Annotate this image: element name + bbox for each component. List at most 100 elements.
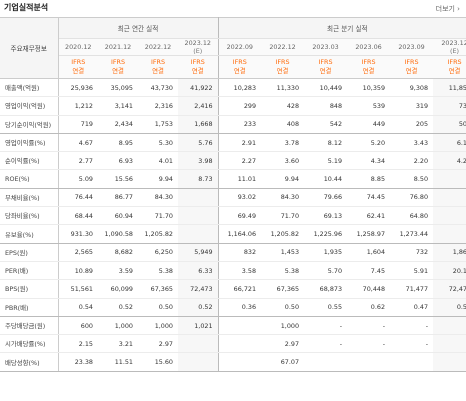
table-row: 시가배당률(%) 2.15 3.21 2.97 2.97- - - [0,334,466,354]
table-cell: 832 [218,243,262,262]
table-cell: 67.07 [261,352,305,372]
table-cell: 15.56 [98,169,138,189]
table-cell: 3.98 [178,151,219,171]
table-row: 부채비율(%) 76.44 86.77 84.30 93.02 84.30 79.66 74.… [0,188,466,208]
table-cell: 10.89 [58,261,98,281]
table-cell: 0.36 [218,298,262,317]
table-cell: 4.01 [138,151,178,171]
table-cell: 1,000 [261,316,305,336]
table-cell [433,352,466,372]
row-label: 당기순이익(억원) [0,115,59,134]
table-cell [433,224,466,244]
table-cell: 1,000 [138,316,178,336]
row-label: 순이익률(%) [0,151,59,171]
table-cell: 4.23 [433,151,466,171]
table-cell: 205 [390,115,434,134]
table-cell: 8.12 [304,133,348,153]
table-cell: 8.85 [347,169,391,189]
row-label: 영업이익(억원) [0,96,59,116]
row-label: PER(배) [0,261,59,281]
table-row: PER(배) 10.89 3.59 5.38 6.33 3.58 5.38 5.70 7.45 5… [0,261,466,281]
table-row: 주당배당금(원) 600 1,000 1,000 1,021 1,000- - - [0,316,466,336]
table-cell: 67,365 [261,279,305,299]
table-cell: 2,434 [98,115,138,134]
section-header: 기업실적분석 더보기 › [0,0,466,16]
table-cell: 319 [390,96,434,116]
period-header: 2022.12 [261,38,305,56]
table-cell: 539 [347,96,391,116]
table-cell: 1,753 [138,115,178,134]
table-cell: 10,359 [347,78,391,98]
label-column-header: 주요재무정보 [0,17,59,79]
period-header: 2023.09 [390,38,434,56]
table-row: ROE(%) 5.09 15.56 9.94 8.73 11.01 9.94 10.44 8.8… [0,169,466,189]
row-label: 시가배당률(%) [0,334,59,354]
table-cell: 86.77 [98,188,138,208]
table-cell: 6.19 [433,133,466,153]
table-cell: 1,021 [178,316,219,336]
standard-header: IFRS 연결 [304,55,348,79]
table-cell: 79.66 [304,188,348,208]
table-cell: 9,308 [390,78,434,98]
table-cell: 5.70 [304,261,348,281]
quarter-group-header: 최근 분기 실적 [218,17,466,39]
table-cell: 0.52 [433,298,466,317]
table-cell: 35,095 [98,78,138,98]
table-row: 영업이익률(%) 4.67 8.95 5.30 5.76 2.91 3.78 8.12 5.20… [0,133,466,153]
table-cell: 6,250 [138,243,178,262]
table-cell [178,206,219,226]
table-cell [347,352,391,372]
table-cell: 66,721 [218,279,262,299]
period-header: 2022.12 [138,38,178,56]
period-header: 2023.03 [304,38,348,56]
row-label: 부채비율(%) [0,188,59,208]
row-label: 영업이익률(%) [0,133,59,153]
table-cell: 5,949 [178,243,219,262]
table-cell: 0.55 [304,298,348,317]
table-cell: 10,283 [218,78,262,98]
table-cell: 1,273.44 [390,224,434,244]
table-cell: 76.44 [58,188,98,208]
table-cell: 11.51 [98,352,138,372]
financial-summary-table: 주요재무정보 최근 연간 실적 최근 분기 실적 2020.12 2021.12 2… [0,17,466,372]
table-cell: 8.73 [178,169,219,189]
table-cell: - [304,334,348,354]
table-cell: 41,922 [178,78,219,98]
table-cell: 7.45 [347,261,391,281]
table-cell: 11.01 [218,169,262,189]
table-cell [433,316,466,336]
table-row: 배당성향(%) 23.38 11.51 15.60 67.07 [0,352,466,372]
table-cell: 10,449 [304,78,348,98]
row-label: 유보율(%) [0,224,59,244]
row-label: ROE(%) [0,169,59,189]
table-cell: 2.97 [138,334,178,354]
table-cell [304,352,348,372]
period-header: 2021.12 [98,38,138,56]
period-header: 2023.12 (E) [433,38,466,56]
table-cell: 20.18 [433,261,466,281]
table-cell: 2.27 [218,151,262,171]
table-row: 순이익률(%) 2.77 6.93 4.01 3.98 2.27 3.60 5.19 4.34 2… [0,151,466,171]
period-header: 2023.12 (E) [178,38,219,56]
table-cell: - [347,334,391,354]
table-cell: 5.30 [138,133,178,153]
table-cell: 9.94 [261,169,305,189]
table-cell: 732 [390,243,434,262]
table-cell: 71.70 [261,206,305,226]
table-cell: 6.93 [98,151,138,171]
table-cell: - [390,316,434,336]
table-cell: 1,205.82 [138,224,178,244]
table-cell: 69.13 [304,206,348,226]
table-cell: 2,316 [138,96,178,116]
table-cell [433,169,466,189]
table-cell: 60.94 [98,206,138,226]
table-cell: 1,258.97 [347,224,391,244]
period-header: 2022.09 [218,38,262,56]
row-label: BPS(원) [0,279,59,299]
table-cell: 0.47 [390,298,434,317]
table-cell: 62.41 [347,206,391,226]
table-cell: 0.62 [347,298,391,317]
more-link[interactable]: 더보기 › [435,5,460,13]
table-cell: 72,473 [433,279,466,299]
table-cell: 70,448 [347,279,391,299]
